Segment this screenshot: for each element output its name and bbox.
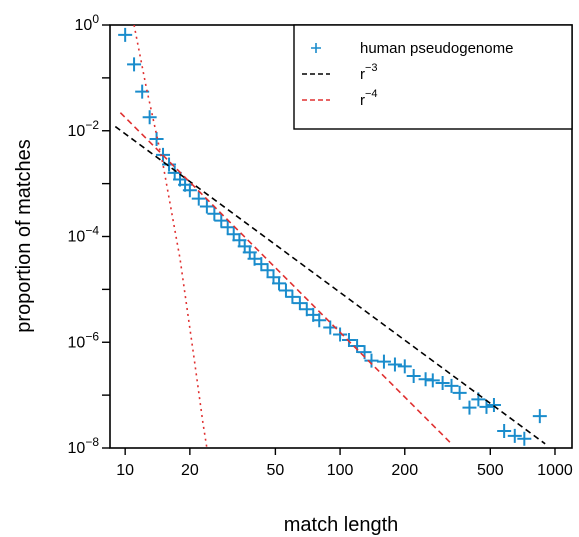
- data-point: [418, 372, 433, 387]
- data-point: [507, 428, 522, 443]
- data-point: [376, 354, 391, 369]
- legend-label: human pseudogenome: [360, 40, 513, 57]
- series-0-points: [118, 27, 547, 446]
- data-point: [479, 399, 494, 414]
- y-tick-label: 10−4: [68, 224, 100, 246]
- data-point: [486, 398, 501, 413]
- y-tick-label: 10−2: [68, 118, 100, 140]
- data-point: [149, 131, 164, 146]
- data-point: [278, 283, 293, 298]
- x-tick-label: 500: [477, 462, 504, 479]
- legend-symbol-plus: [311, 43, 321, 53]
- y-tick-label: 10−6: [68, 329, 100, 351]
- x-axis-title: match length: [284, 514, 399, 536]
- x-tick-label: 100: [327, 462, 354, 479]
- data-point: [207, 206, 222, 221]
- data-point: [406, 368, 421, 383]
- x-tick-label: 200: [391, 462, 418, 479]
- data-point: [142, 110, 157, 125]
- data-point: [341, 333, 356, 348]
- data-point: [191, 191, 206, 206]
- data-point: [162, 157, 177, 172]
- data-point: [435, 375, 450, 390]
- data-point: [444, 378, 459, 393]
- data-point: [220, 220, 235, 235]
- data-point: [364, 353, 379, 368]
- y-axis-title: proportion of matches: [13, 139, 35, 332]
- legend-box: [293, 24, 573, 130]
- data-point: [532, 409, 547, 424]
- series-1-dashed-line: [114, 125, 546, 445]
- data-layer: [114, 25, 547, 448]
- x-tick-label: 10: [116, 462, 134, 479]
- data-point: [350, 338, 365, 353]
- data-point: [199, 199, 214, 214]
- data-point: [397, 359, 412, 374]
- data-point: [425, 373, 440, 388]
- data-point: [387, 357, 402, 372]
- data-point: [182, 183, 197, 198]
- data-point: [285, 289, 300, 304]
- data-point: [214, 213, 229, 228]
- data-point: [254, 257, 269, 272]
- series-2-dashed-line: [119, 112, 453, 445]
- data-point: [312, 313, 327, 328]
- data-point: [452, 385, 467, 400]
- data-point: [156, 147, 171, 162]
- data-point: [127, 57, 142, 72]
- x-tick-label: 20: [181, 462, 199, 479]
- series-3-dotted-line: [133, 25, 208, 448]
- data-point: [462, 400, 477, 415]
- data-point: [497, 423, 512, 438]
- data-point: [517, 431, 532, 446]
- x-tick-label: 1000: [537, 462, 573, 479]
- data-point: [292, 296, 307, 311]
- y-tick-label: 10−8: [68, 435, 100, 457]
- data-point: [333, 327, 348, 342]
- data-point: [260, 263, 275, 278]
- data-point: [118, 27, 133, 42]
- data-point: [272, 276, 287, 291]
- x-tick-label: 50: [266, 462, 284, 479]
- y-tick-label: 100: [75, 12, 100, 34]
